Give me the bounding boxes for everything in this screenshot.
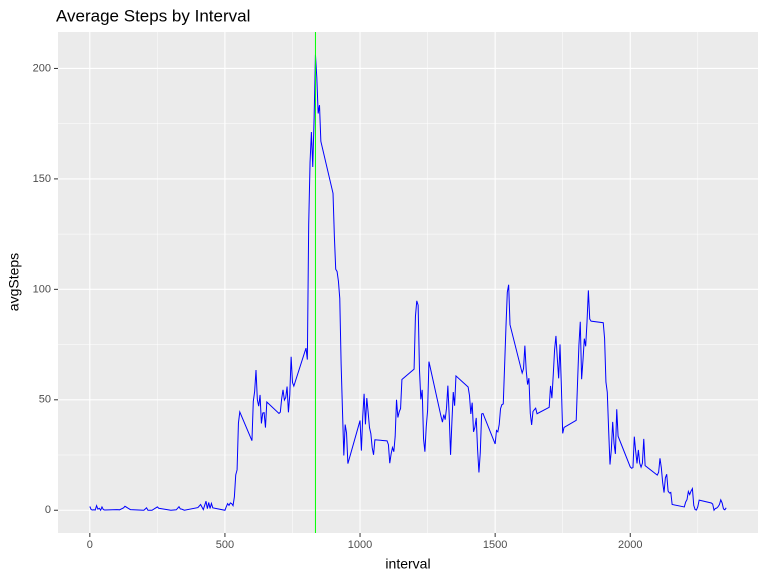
y-tick-label: 200 xyxy=(33,62,51,74)
x-tick-label: 1000 xyxy=(348,539,372,551)
x-tick-label: 0 xyxy=(87,539,93,551)
x-tick-label: 1500 xyxy=(483,539,507,551)
y-tick-label: 0 xyxy=(45,504,51,516)
chart-title: Average Steps by Interval xyxy=(56,6,250,25)
y-tick-label: 150 xyxy=(33,173,51,185)
y-tick-label: 50 xyxy=(39,394,51,406)
y-tick-label: 100 xyxy=(33,283,51,295)
x-axis-label: interval xyxy=(385,556,430,572)
y-axis-label: avgSteps xyxy=(6,253,22,311)
x-tick-label: 2000 xyxy=(618,539,642,551)
plot-panel xyxy=(58,32,758,533)
x-tick-label: 500 xyxy=(216,539,234,551)
data-line xyxy=(89,54,727,512)
